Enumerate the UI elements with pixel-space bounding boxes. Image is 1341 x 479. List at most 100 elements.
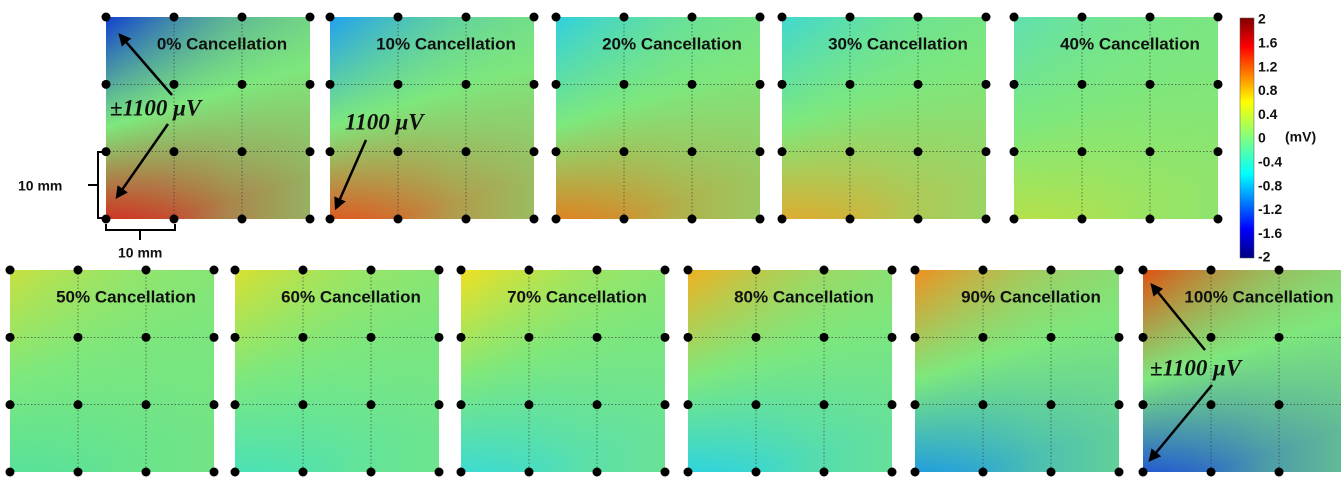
electrode bbox=[456, 400, 466, 410]
electrode bbox=[887, 265, 897, 275]
electrode bbox=[230, 467, 240, 477]
electrode bbox=[1274, 467, 1284, 477]
arrow bbox=[1148, 384, 1213, 462]
electrode bbox=[529, 12, 539, 22]
electrode bbox=[687, 147, 697, 157]
electrode bbox=[845, 147, 855, 157]
electrode bbox=[305, 147, 315, 157]
electrode bbox=[751, 467, 761, 477]
annotation: ±1100 μV bbox=[110, 95, 203, 120]
electrode bbox=[551, 214, 561, 224]
colorbar-tick-label: 0.4 bbox=[1258, 106, 1278, 122]
electrode bbox=[619, 79, 629, 89]
colorbar-tick-label: -1.2 bbox=[1258, 201, 1282, 217]
electrode bbox=[551, 147, 561, 157]
electrode bbox=[592, 332, 602, 342]
arrow bbox=[118, 33, 173, 96]
electrode bbox=[524, 467, 534, 477]
electrode bbox=[393, 12, 403, 22]
electrode bbox=[237, 12, 247, 22]
electrode bbox=[777, 214, 787, 224]
electrode bbox=[1206, 467, 1216, 477]
electrode bbox=[1206, 265, 1216, 275]
electrode bbox=[1077, 147, 1087, 157]
electrode bbox=[1077, 79, 1087, 89]
electrode bbox=[461, 214, 471, 224]
electrode bbox=[887, 332, 897, 342]
electrode bbox=[73, 467, 83, 477]
electrode bbox=[169, 147, 179, 157]
panel-label: 60% Cancellation bbox=[281, 287, 421, 306]
colorbar-tick-label: -0.8 bbox=[1258, 177, 1282, 193]
electrode bbox=[434, 467, 444, 477]
electrode bbox=[751, 400, 761, 410]
colorbar-tick-label: 0.8 bbox=[1258, 82, 1278, 98]
electrode bbox=[660, 265, 670, 275]
electrode bbox=[551, 79, 561, 89]
electrode bbox=[1009, 147, 1019, 157]
electrode bbox=[1274, 400, 1284, 410]
panel-label: 50% Cancellation bbox=[56, 287, 196, 306]
electrode bbox=[687, 214, 697, 224]
electrode bbox=[819, 265, 829, 275]
electrode bbox=[660, 400, 670, 410]
electrode bbox=[1046, 332, 1056, 342]
colorbar-tick-label: 1.6 bbox=[1258, 35, 1278, 51]
electrode bbox=[169, 79, 179, 89]
electrode bbox=[1009, 12, 1019, 22]
electrode bbox=[910, 332, 920, 342]
electrode bbox=[1009, 79, 1019, 89]
heatmap-fade bbox=[1143, 270, 1341, 472]
electrode bbox=[913, 214, 923, 224]
electrode bbox=[169, 12, 179, 22]
electrode bbox=[325, 79, 335, 89]
electrode bbox=[1145, 12, 1155, 22]
electrode bbox=[73, 400, 83, 410]
panel-label: 70% Cancellation bbox=[507, 287, 647, 306]
electrode bbox=[687, 12, 697, 22]
electrode bbox=[755, 214, 765, 224]
electrode bbox=[755, 12, 765, 22]
electrode bbox=[366, 332, 376, 342]
electrode bbox=[237, 214, 247, 224]
heatmap-fade bbox=[556, 17, 760, 219]
electrode bbox=[777, 12, 787, 22]
electrode bbox=[683, 332, 693, 342]
arrow bbox=[334, 139, 368, 211]
electrode bbox=[298, 467, 308, 477]
panel-label: 0% Cancellation bbox=[157, 34, 287, 53]
colorbar bbox=[1239, 17, 1255, 259]
electrode bbox=[777, 79, 787, 89]
electrode bbox=[529, 79, 539, 89]
electrode bbox=[1274, 332, 1284, 342]
electrode bbox=[456, 467, 466, 477]
electrode bbox=[913, 79, 923, 89]
electrode bbox=[913, 12, 923, 22]
electrode bbox=[910, 467, 920, 477]
arrow bbox=[1150, 283, 1206, 351]
electrode bbox=[141, 400, 151, 410]
electrode bbox=[305, 79, 315, 89]
heatmap-fade bbox=[461, 270, 665, 472]
electrode bbox=[592, 265, 602, 275]
electrode bbox=[1213, 147, 1223, 157]
heatmap-fade bbox=[782, 17, 986, 219]
electrode bbox=[819, 332, 829, 342]
electrode bbox=[524, 265, 534, 275]
panel-label: 20% Cancellation bbox=[602, 34, 742, 53]
heatmap-fade bbox=[10, 270, 214, 472]
electrode bbox=[101, 147, 111, 157]
heatmap-fade bbox=[106, 17, 310, 219]
electrode bbox=[524, 400, 534, 410]
electrode bbox=[209, 467, 219, 477]
electrode bbox=[209, 265, 219, 275]
electrode bbox=[366, 400, 376, 410]
electrode bbox=[1138, 265, 1148, 275]
electrode bbox=[755, 79, 765, 89]
electrode bbox=[393, 79, 403, 89]
colorbar-tick-label: -0.4 bbox=[1258, 154, 1282, 170]
electrode bbox=[978, 467, 988, 477]
electrode bbox=[141, 332, 151, 342]
electrode bbox=[978, 265, 988, 275]
electrode bbox=[981, 214, 991, 224]
